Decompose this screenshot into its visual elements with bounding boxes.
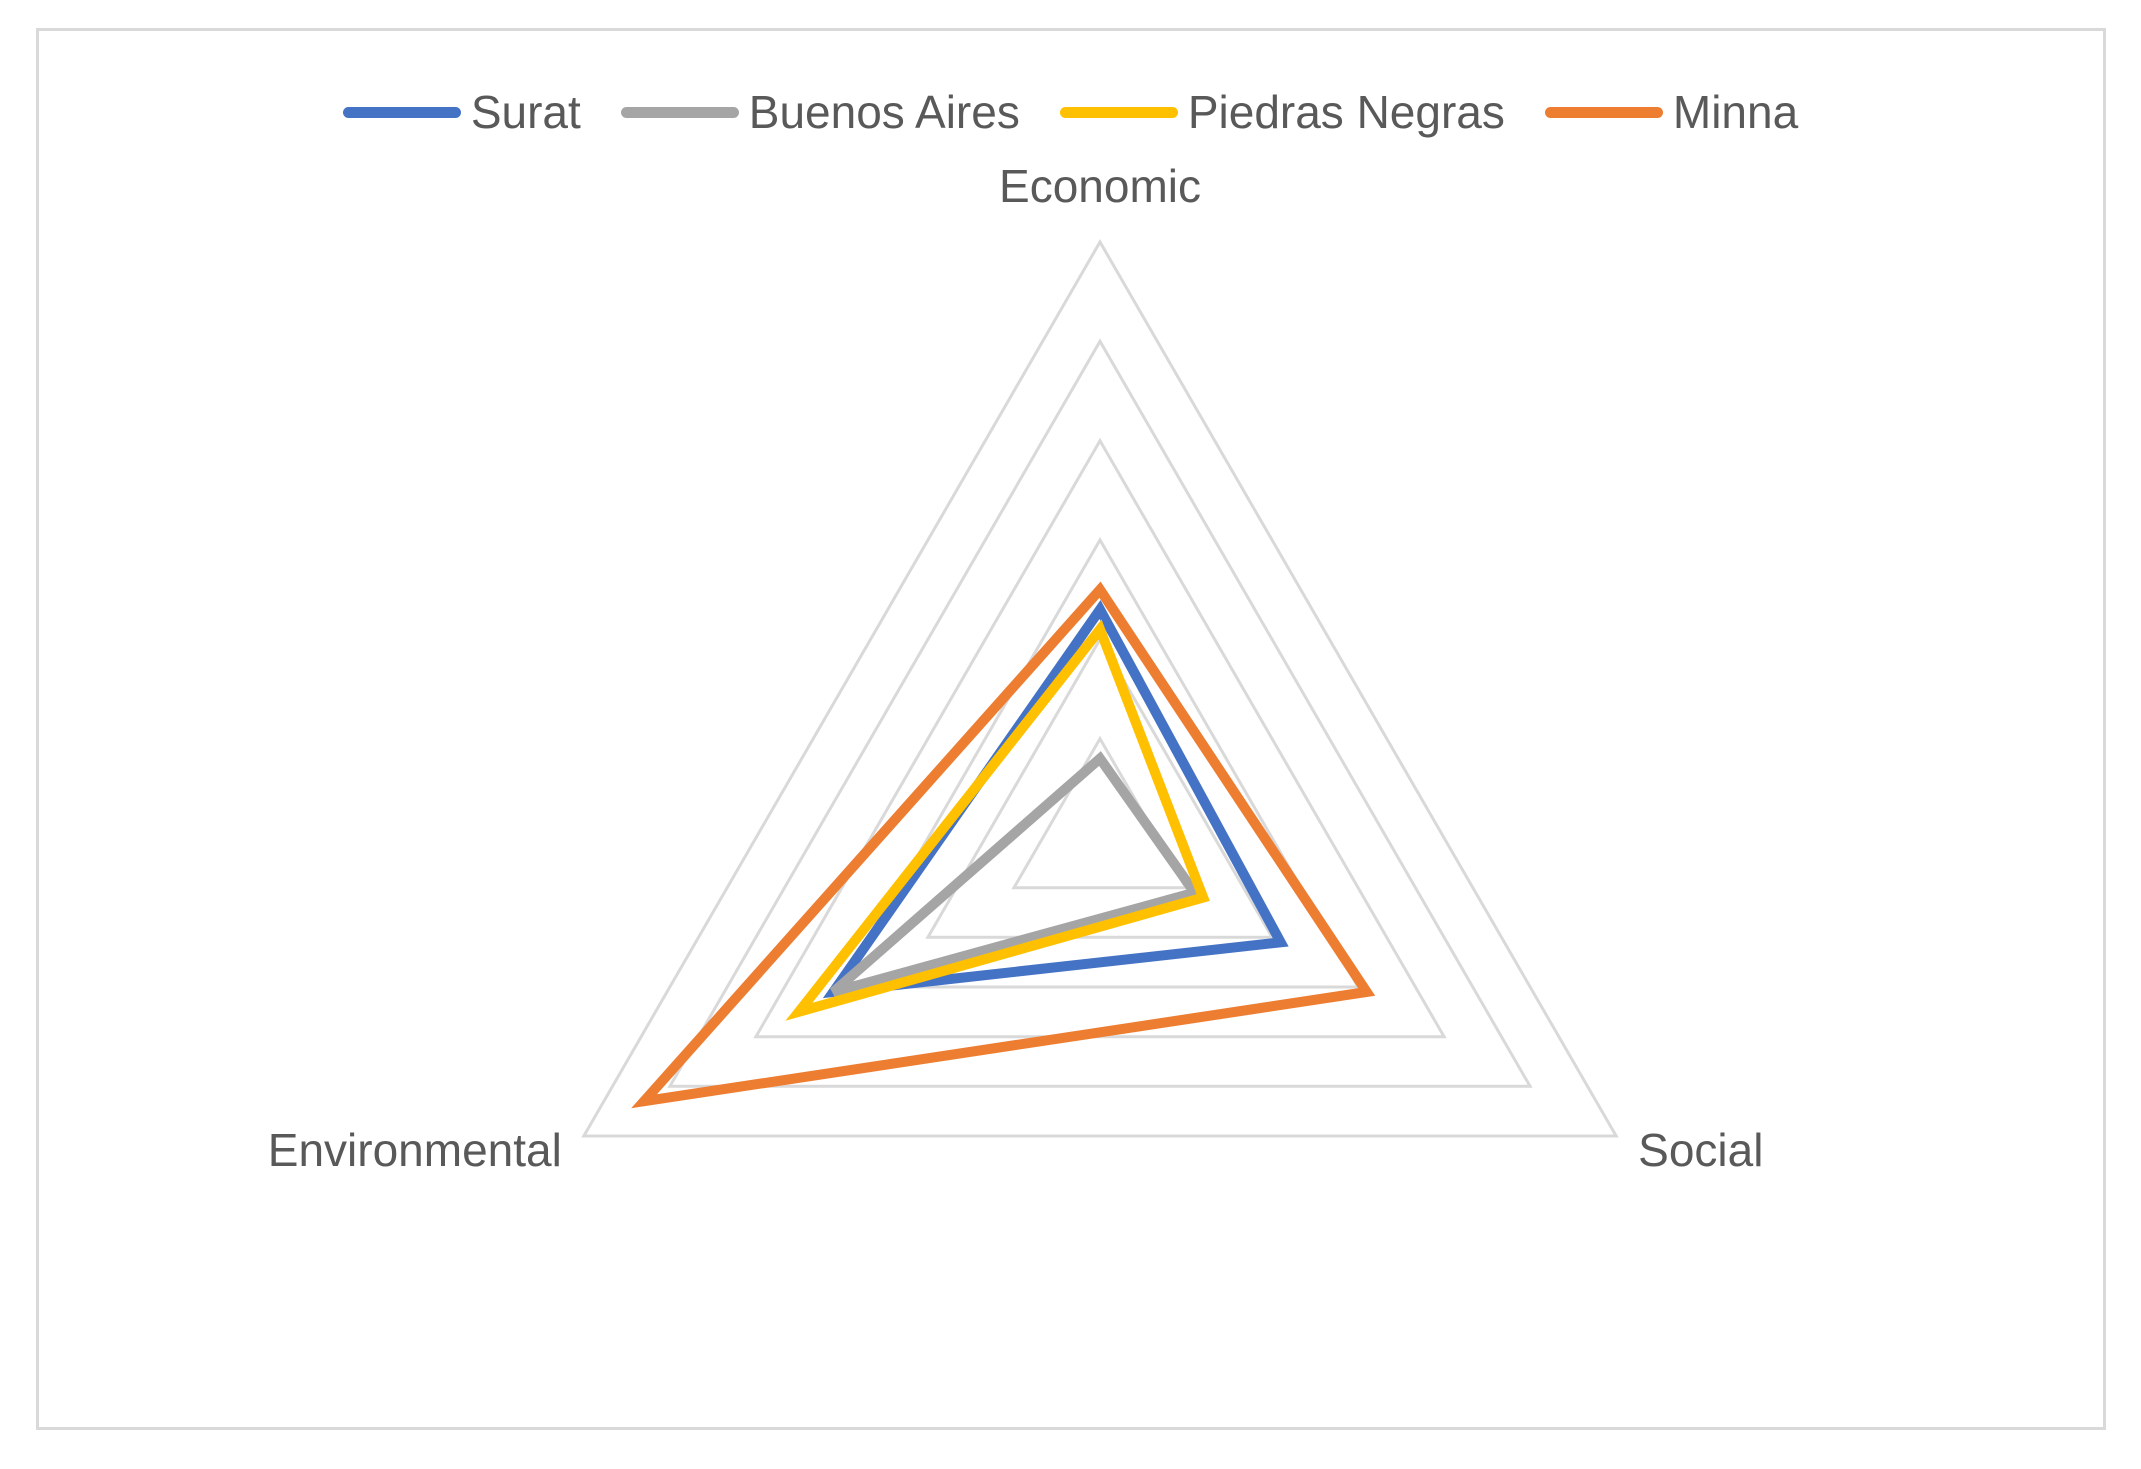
legend-swatch-buenos-aires bbox=[620, 106, 739, 118]
chart-frame bbox=[36, 28, 2106, 1430]
grid-ring-2 bbox=[925, 636, 1275, 939]
legend-item-buenos-aires: Buenos Aires bbox=[620, 85, 1020, 139]
legend-label-minna: Minna bbox=[1672, 86, 1799, 138]
legend-swatch-piedras-negras bbox=[1059, 106, 1178, 118]
legend-swatch-surat bbox=[342, 106, 461, 118]
legend-item-minna: Minna bbox=[1544, 85, 1799, 139]
axis-label-social: Social bbox=[1638, 1124, 1763, 1176]
series-line-minna bbox=[631, 581, 1376, 1109]
legend-item-piedras-negras: Piedras Negras bbox=[1059, 85, 1505, 139]
axis-label-environmental: Environmental bbox=[268, 1124, 562, 1176]
series-line-piedras-negras bbox=[785, 619, 1210, 1021]
legend-item-surat: Surat bbox=[342, 85, 581, 139]
grid-ring-3 bbox=[839, 537, 1361, 989]
axis-label-economic: Economic bbox=[999, 160, 1201, 212]
legend: Surat Buenos Aires Piedras Negras Minna bbox=[0, 85, 2141, 139]
grid-ring-6 bbox=[581, 239, 1619, 1138]
legend-label-buenos-aires: Buenos Aires bbox=[748, 86, 1020, 138]
legend-label-surat: Surat bbox=[470, 86, 581, 138]
legend-label-piedras-negras: Piedras Negras bbox=[1187, 86, 1505, 138]
grid-ring-5 bbox=[667, 338, 1533, 1088]
series-line-buenos-aires bbox=[830, 751, 1203, 997]
legend-swatch-minna bbox=[1544, 106, 1663, 118]
radar-series bbox=[631, 581, 1376, 1109]
